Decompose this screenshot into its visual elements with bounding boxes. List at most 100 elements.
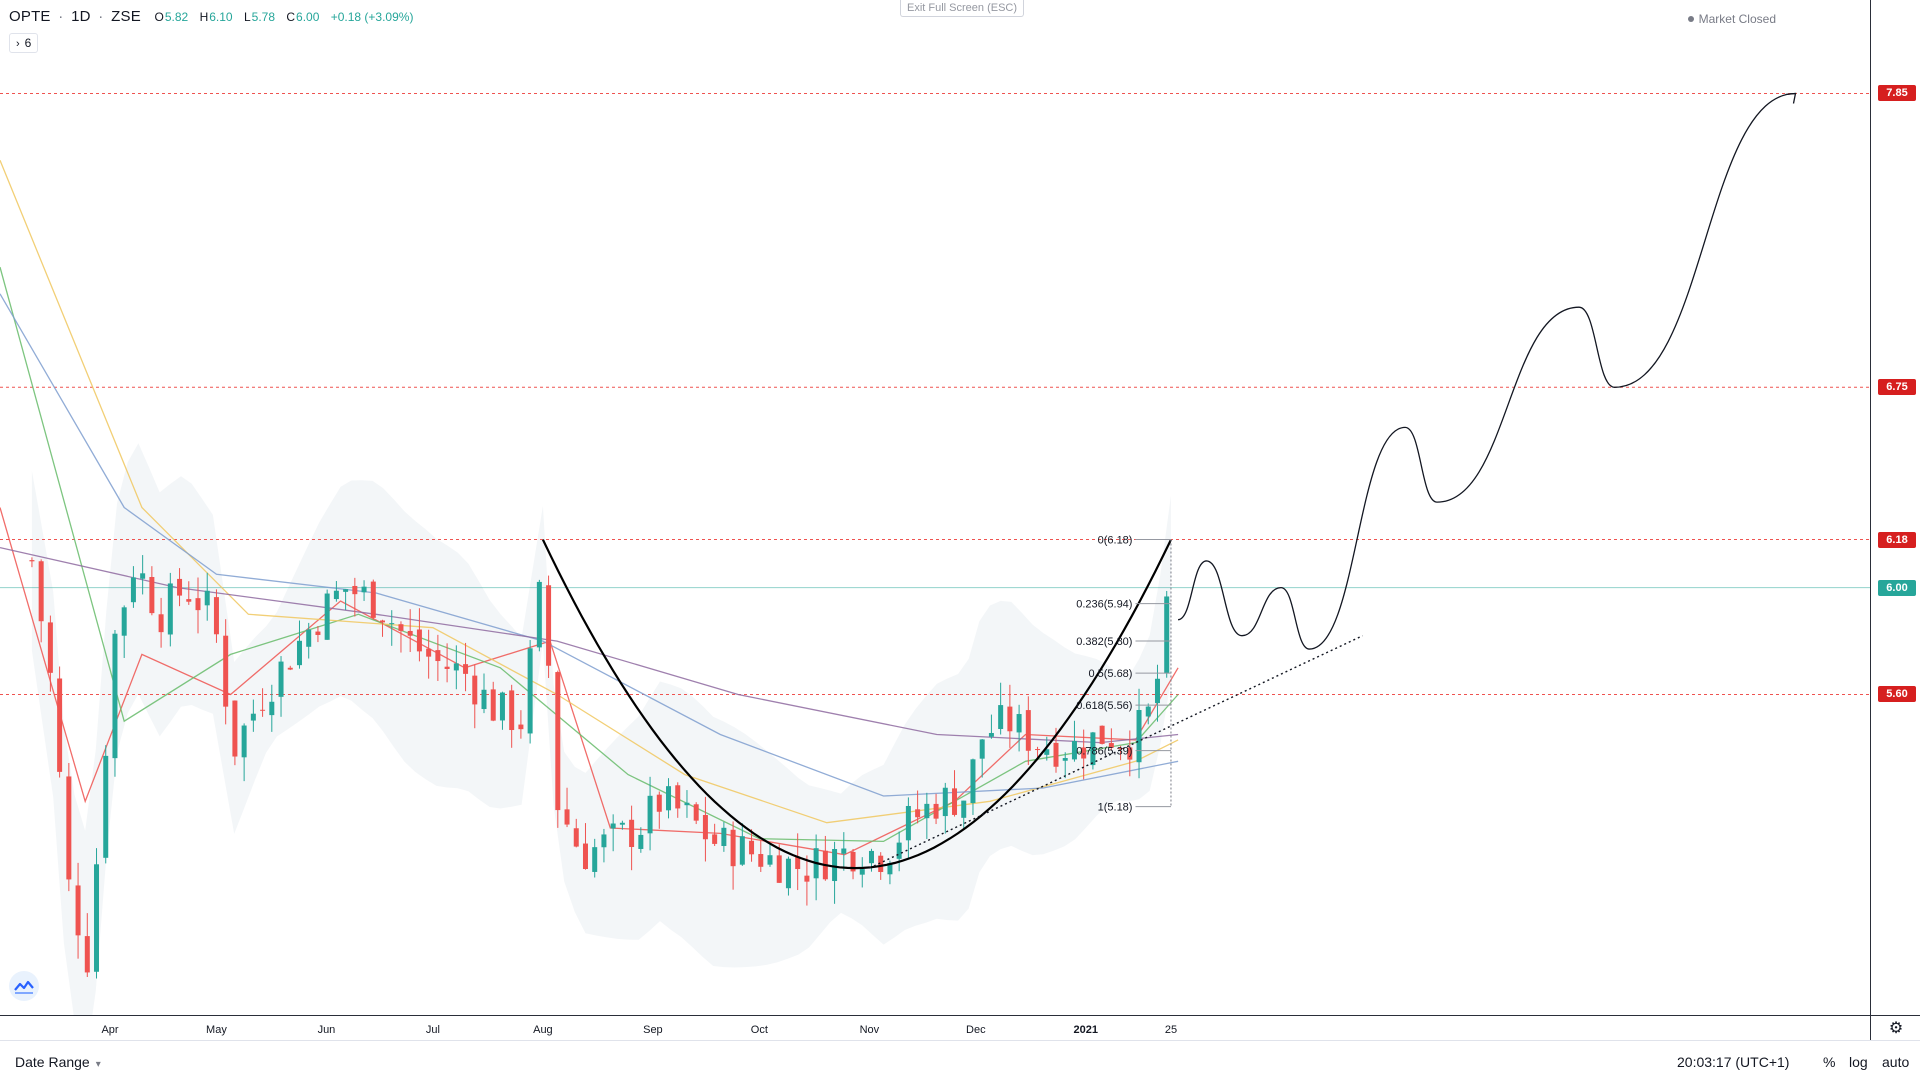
candle-body [186, 599, 192, 602]
candle-body [527, 648, 533, 734]
candle-body [370, 581, 376, 618]
candle-body [232, 700, 238, 757]
projection-arrow-icon [1785, 92, 1797, 104]
candle-body [158, 614, 164, 633]
candle-body [343, 589, 349, 592]
percent-scale-button[interactable]: % [1823, 1054, 1836, 1070]
candle-body [1035, 749, 1041, 751]
candle-body [435, 650, 441, 662]
candle-body [1062, 758, 1068, 761]
auto-scale-button[interactable]: auto [1882, 1054, 1910, 1070]
candle-body [296, 640, 302, 666]
candle-body [702, 815, 708, 840]
time-axis[interactable]: Apr May Jun Jul Aug Sep Oct Nov Dec 2021 25 [0, 1015, 1870, 1041]
candle-body [223, 635, 229, 707]
symbol-interval[interactable]: 1D [71, 8, 91, 25]
candle-body [915, 809, 921, 818]
market-status-label: Market Closed [1698, 12, 1776, 26]
candle-body [509, 690, 515, 731]
candle-body [546, 585, 552, 666]
time-tick-label: 25 [1164, 1024, 1178, 1036]
candle-body [1071, 740, 1077, 760]
gear-icon[interactable]: ⚙ [1888, 1020, 1904, 1037]
candle-body [453, 663, 459, 671]
candle-body [878, 855, 884, 873]
candle-body [776, 855, 782, 883]
candle-body [47, 622, 53, 673]
candle-body [1044, 749, 1050, 755]
exit-fullscreen-hint[interactable]: Exit Full Screen (ESC) [900, 0, 1025, 17]
candle-body [426, 648, 432, 657]
time-tick-label: Aug [533, 1024, 553, 1036]
time-tick-label: Dec [966, 1024, 986, 1036]
candle-body [767, 855, 773, 865]
price-level-tag[interactable]: 6.75 [1878, 379, 1916, 396]
candle-body [905, 805, 911, 841]
candle-body [1081, 747, 1087, 759]
candle-body [785, 858, 791, 889]
chart-plot-area[interactable]: 0(6.18) 0.236(5.94) 0.382(5.80) 0.5(5.68) 0.… [0, 0, 1870, 1015]
fib-level-label: 1(5.18) [1098, 802, 1133, 814]
candle-body [610, 823, 616, 829]
candles [29, 555, 1170, 979]
price-chart[interactable]: 0(6.18) 0.236(5.94) 0.382(5.80) 0.5(5.68) 0.… [0, 0, 1870, 1015]
candle-body [638, 834, 644, 849]
time-tick-label: Sep [643, 1024, 663, 1036]
time-tick-label: May [206, 1024, 227, 1036]
close-key: C [286, 10, 296, 24]
log-scale-button[interactable]: log [1849, 1054, 1868, 1070]
moving-average-line-4 [0, 293, 1179, 797]
trendline [869, 635, 1363, 869]
time-tick-label: Jul [425, 1024, 440, 1036]
candle-body [1145, 706, 1151, 717]
candle-body [269, 701, 275, 716]
candle-body [1154, 678, 1160, 704]
price-axis[interactable]: 7.85 6.75 6.18 5.60 6.00 [1870, 0, 1920, 1015]
candle-body [315, 631, 321, 635]
candle-body [416, 629, 422, 652]
candle-body [675, 785, 681, 809]
axis-corner: ⚙ [1870, 1015, 1920, 1041]
clock[interactable]: 20:03:17 (UTC+1) [1677, 1054, 1790, 1070]
candle-body [952, 788, 958, 815]
candle-body [942, 787, 948, 817]
candle-body [601, 834, 607, 848]
candle-body [38, 561, 44, 622]
price-level-tag[interactable]: 6.18 [1878, 531, 1916, 548]
candle-body [333, 590, 339, 600]
candle-body [389, 623, 395, 625]
candle-body [1136, 709, 1142, 763]
price-level-tag[interactable]: 5.60 [1878, 686, 1916, 703]
candle-body [924, 803, 930, 819]
candle-body [804, 875, 810, 882]
time-tick-label: Apr [101, 1024, 119, 1036]
cup-curve [541, 539, 1172, 870]
candle-body [841, 848, 847, 854]
candle-body [204, 590, 210, 606]
date-range-button[interactable]: Date Range ▾ [15, 1054, 101, 1070]
current-price-tag[interactable]: 6.00 [1878, 579, 1916, 596]
fib-level-label: 0.236(5.94) [1076, 599, 1132, 611]
candle-body [979, 739, 985, 759]
candle-body [463, 664, 469, 674]
price-level-tag[interactable]: 7.85 [1878, 85, 1916, 102]
market-dot-icon [1687, 16, 1694, 22]
candle-body [859, 869, 865, 875]
ohlc-values: O5.82 H6.10 L5.78 C6.00 +0.18 (+3.09%) [155, 10, 422, 24]
low-value: 5.78 [251, 10, 275, 24]
tradingview-logo-icon[interactable] [9, 971, 39, 1001]
candle-body [241, 725, 247, 758]
candle-body [896, 842, 902, 859]
symbol-name[interactable]: OPTE [9, 8, 51, 25]
candle-body [1108, 743, 1114, 748]
indicator-toggle-button[interactable]: › 6 [9, 33, 39, 53]
candle-body [656, 794, 662, 812]
open-key: O [154, 10, 164, 24]
candle-body [582, 843, 588, 869]
candle-body [84, 936, 90, 973]
candle-body [250, 713, 256, 721]
candle-body [887, 863, 893, 875]
candle-body [933, 803, 939, 819]
candle-body [592, 847, 598, 872]
candle-body [1127, 747, 1133, 760]
